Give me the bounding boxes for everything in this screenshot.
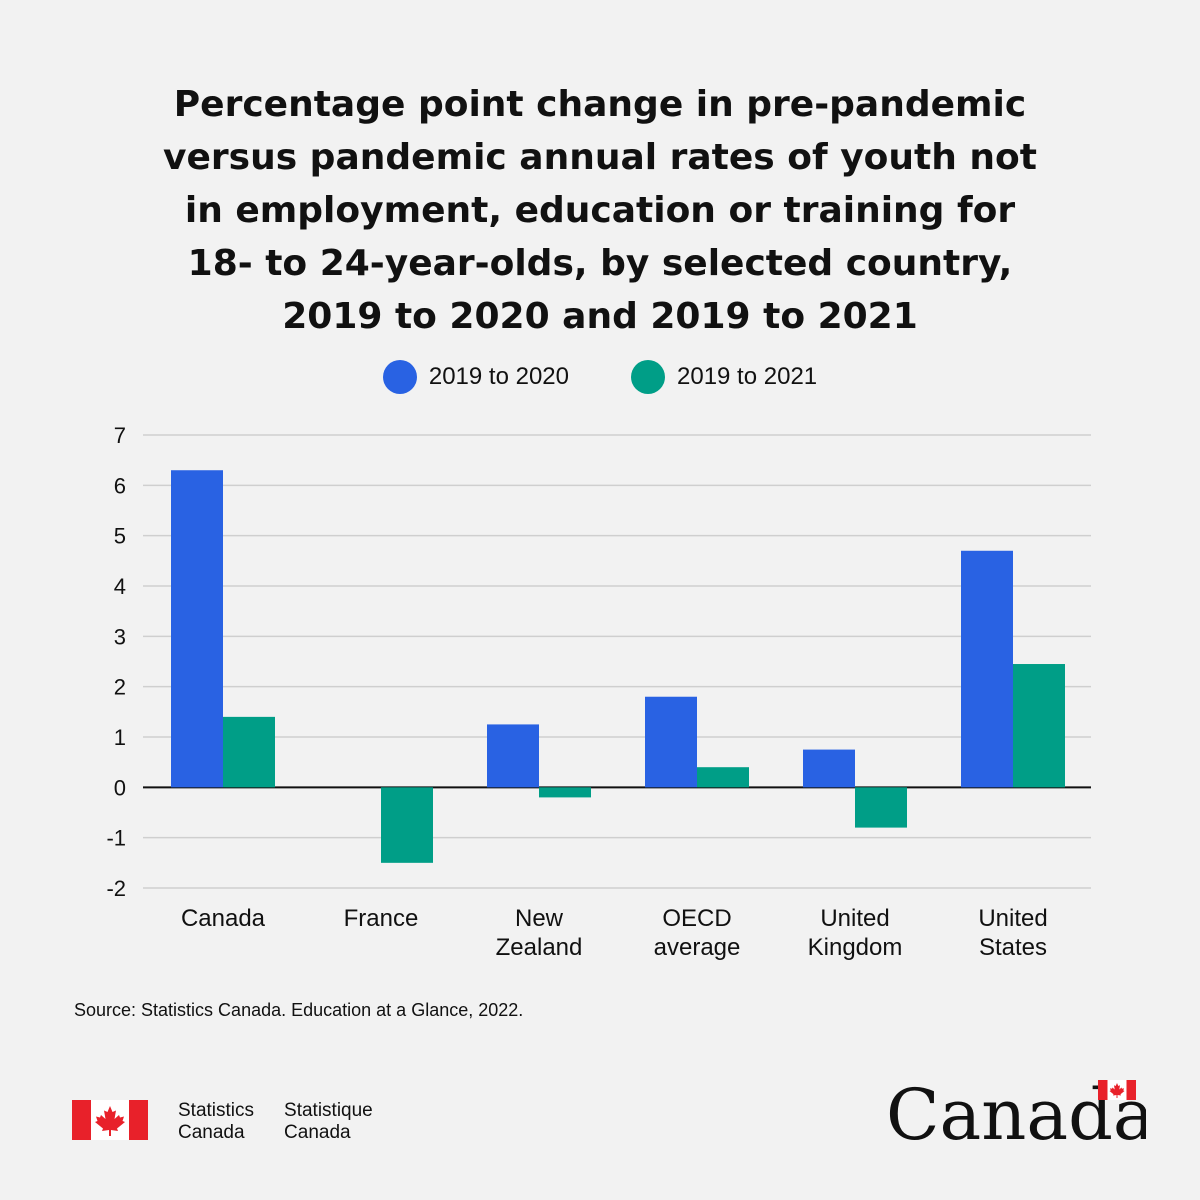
y-tick-label: 4 xyxy=(114,574,126,599)
agency-en-line: Canada xyxy=(178,1122,245,1143)
legend-item-2019-2020: 2019 to 2020 xyxy=(382,360,569,394)
source-note: Source: Statistics Canada. Education at … xyxy=(74,1000,524,1020)
canada-flag-icon xyxy=(72,1100,148,1140)
bar-2019-2021 xyxy=(223,716,275,788)
y-tick-label: 3 xyxy=(114,624,126,649)
x-category-label: France xyxy=(344,905,419,932)
bar-2019-2021 xyxy=(697,767,749,788)
agency-fr-line: Canada xyxy=(284,1122,351,1143)
title-line: versus pandemic annual rates of youth no… xyxy=(163,137,1037,178)
x-category-label: New xyxy=(515,905,564,932)
agency-en-line: Statistics xyxy=(178,1100,255,1121)
y-tick-label: 7 xyxy=(114,423,126,448)
x-category-label: United xyxy=(978,905,1047,932)
x-category-label: Kingdom xyxy=(808,934,903,961)
legend-label: 2019 to 2021 xyxy=(677,363,818,390)
bar-2019-2021 xyxy=(381,787,433,863)
legend: 2019 to 2020 2019 to 2021 xyxy=(0,360,1200,394)
bar-2019-2020 xyxy=(171,470,223,788)
bar-2019-2021 xyxy=(1013,664,1065,788)
y-tick-label: 5 xyxy=(114,524,126,549)
x-category-label: States xyxy=(979,934,1047,961)
legend-swatch-blue xyxy=(382,360,417,394)
x-category-label: OECD xyxy=(662,905,731,932)
legend-item-2019-2021: 2019 to 2021 xyxy=(631,360,817,394)
agency-fr-line: Statistique xyxy=(284,1100,373,1121)
title-line: Percentage point change in pre-pandemic xyxy=(173,84,1027,125)
bar-2019-2021 xyxy=(539,787,591,798)
x-category-label: average xyxy=(654,934,741,961)
y-tick-label: -1 xyxy=(106,826,126,851)
y-tick-label: 2 xyxy=(114,675,126,700)
chart-title: Percentage point change in pre-pandemic … xyxy=(60,78,1140,343)
bar-2019-2020 xyxy=(803,749,855,788)
y-tick-label: -2 xyxy=(106,876,126,901)
x-category-label: Zealand xyxy=(496,934,583,961)
y-tick-label: 6 xyxy=(114,473,126,498)
bar-2019-2020 xyxy=(645,696,697,788)
x-category-label: Canada xyxy=(181,905,266,932)
legend-swatch-green xyxy=(631,360,665,394)
title-line: in employment, education or training for xyxy=(184,190,1016,231)
legend-label: 2019 to 2020 xyxy=(428,363,569,390)
bar-2019-2020 xyxy=(487,724,539,788)
title-line: 18- to 24-year-olds, by selected country… xyxy=(187,243,1013,284)
bar-2019-2021 xyxy=(855,787,907,828)
wordmark-flag-icon xyxy=(1098,1080,1136,1100)
title-line: 2019 to 2020 and 2019 to 2021 xyxy=(282,296,918,337)
x-category-label: United xyxy=(820,905,889,932)
y-tick-label: 1 xyxy=(114,725,126,750)
bar-2019-2020 xyxy=(961,550,1013,788)
statcan-signature: Statistics Canada Statistique Canada xyxy=(72,1100,373,1144)
agency-name-en: Statistics Canada xyxy=(178,1100,254,1144)
canada-wordmark: Canada xyxy=(886,1074,1146,1152)
agency-name-fr: Statistique Canada xyxy=(284,1100,373,1144)
y-tick-label: 0 xyxy=(114,775,126,800)
